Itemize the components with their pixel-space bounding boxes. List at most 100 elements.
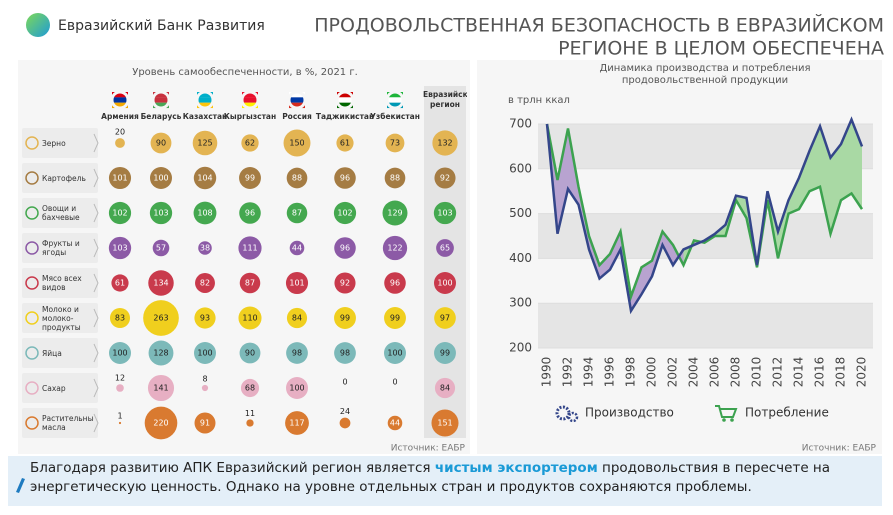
bubble xyxy=(239,272,261,294)
bubble xyxy=(150,167,172,189)
row-label-box: Зерно xyxy=(42,138,66,148)
bubble xyxy=(148,270,174,296)
bubble-label: 87 xyxy=(292,209,302,218)
legend-icon xyxy=(715,405,738,418)
bubble xyxy=(334,167,356,189)
series-line xyxy=(545,123,864,302)
row-label: Фрукты и ягоды xyxy=(42,239,80,257)
chevron xyxy=(93,343,99,363)
bubble-label: 97 xyxy=(440,314,450,323)
bubble-label: 151 xyxy=(437,419,452,428)
bubble xyxy=(194,412,216,434)
gap-fill xyxy=(809,126,820,192)
flag xyxy=(195,90,215,110)
row-icon xyxy=(25,206,39,220)
bubble xyxy=(382,200,408,226)
bubble-label: 103 xyxy=(437,209,452,218)
flag-outline xyxy=(195,90,215,110)
row-label: Яйца xyxy=(42,348,62,358)
bubble xyxy=(115,138,125,148)
bubble-label: 91 xyxy=(200,419,210,428)
column-label: Казахстан xyxy=(183,112,227,121)
gap-fill xyxy=(599,253,610,279)
footer-text-part: Благодаря развитию АПК Евразийский регио… xyxy=(30,460,435,476)
bubble xyxy=(436,239,454,257)
row-icon xyxy=(25,171,39,185)
chevron xyxy=(93,168,99,188)
row-label-bg xyxy=(22,163,98,193)
bubble xyxy=(384,342,406,364)
bubble xyxy=(238,236,262,260)
flag xyxy=(110,90,130,110)
bubble-label: 92 xyxy=(440,174,450,183)
bubble-label: 99 xyxy=(340,314,350,323)
bubble-label: 150 xyxy=(289,139,304,148)
flag-stripe xyxy=(387,92,403,98)
source: Источник: ЕАБР xyxy=(802,444,877,454)
bubble-label: 8 xyxy=(202,374,207,383)
bubble xyxy=(384,272,406,294)
x-tick-label: 2010 xyxy=(750,357,764,388)
flag-stripe xyxy=(153,97,169,103)
bubble xyxy=(149,201,173,225)
row-label-box: Овощи и бахчевые xyxy=(42,204,80,222)
bubble xyxy=(384,307,406,329)
bubble xyxy=(109,307,131,329)
flag-stripe xyxy=(112,92,128,98)
bubble-label: 96 xyxy=(340,244,350,253)
bubble-label: 99 xyxy=(440,349,450,358)
flag-stripe xyxy=(112,102,128,109)
bubble xyxy=(434,377,456,399)
bubble-label: 103 xyxy=(112,244,127,253)
footer-bg xyxy=(8,456,882,506)
column-label: Россия xyxy=(282,112,312,121)
bubble-label: 88 xyxy=(390,174,400,183)
footer-text-part: продовольствия в пересчете на энергетиче… xyxy=(30,460,831,495)
x-tick-label: 2002 xyxy=(666,357,680,388)
row-label: Зерно xyxy=(42,138,66,148)
bubble xyxy=(434,342,456,364)
row-label-bg xyxy=(22,373,98,403)
bubble xyxy=(334,272,356,294)
x-tick-label: 2018 xyxy=(834,357,848,388)
row-label-box: Мясо всех видов xyxy=(42,274,82,292)
bubble xyxy=(286,307,308,329)
bubble-label: 1 xyxy=(117,411,122,420)
bubble-label: 44 xyxy=(292,244,302,253)
bubble xyxy=(334,307,356,329)
row-icon xyxy=(25,136,39,150)
bubble-label: 98 xyxy=(340,349,350,358)
bubble-label: 96 xyxy=(340,174,350,183)
bubble xyxy=(193,201,217,225)
bubble-label: 99 xyxy=(390,314,400,323)
flag xyxy=(287,90,307,110)
bubble xyxy=(431,409,459,437)
x-tick-label: 1998 xyxy=(624,357,638,388)
bubble xyxy=(194,342,216,364)
bubble xyxy=(109,342,131,364)
bubble xyxy=(194,307,216,329)
bubble xyxy=(241,134,259,152)
bubble xyxy=(118,421,122,425)
y-tick-label: 400 xyxy=(509,251,532,265)
gap-fill xyxy=(610,231,621,270)
bubble xyxy=(382,235,408,261)
bubble-label: 38 xyxy=(200,244,210,253)
legend-icon xyxy=(722,418,726,422)
y-tick-label: 200 xyxy=(509,341,532,355)
bubble-label: 220 xyxy=(153,419,168,428)
row-label-box: Фрукты и ягоды xyxy=(42,239,80,257)
bubble xyxy=(238,306,262,330)
y-tick-label: 300 xyxy=(509,296,532,310)
bubble xyxy=(152,239,170,257)
bubble-label: 122 xyxy=(387,244,402,253)
flag-outline xyxy=(240,90,260,110)
bubble-label: 88 xyxy=(292,174,302,183)
row-label-box: Молоко и молоко-продукты xyxy=(42,305,81,332)
bubble xyxy=(148,340,174,366)
bubble-label: 96 xyxy=(390,279,400,288)
bubble xyxy=(286,167,308,189)
flag-stripe xyxy=(387,97,403,103)
footer-icon xyxy=(16,478,25,493)
bubble xyxy=(198,241,212,255)
